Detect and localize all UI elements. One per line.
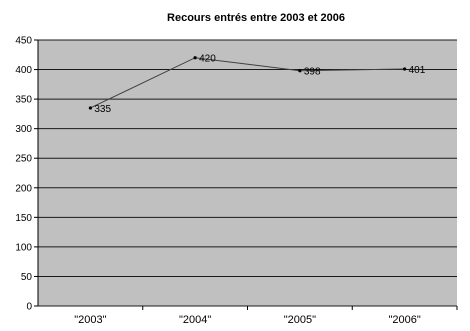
x-axis: "2003" "2004" "2005" "2006" — [74, 306, 458, 326]
series — [88, 56, 407, 110]
y-tick-label: 100 — [15, 242, 32, 253]
plot-area — [38, 40, 457, 306]
x-tick-label: "2006" — [388, 314, 420, 326]
x-tick-label: "2003" — [74, 314, 106, 326]
x-tick-label: "2004" — [179, 314, 211, 326]
y-tick-label: 0 — [26, 302, 32, 313]
gridlines — [38, 39, 457, 307]
data-point — [88, 106, 92, 110]
chart-title: Recours entrés entre 2003 et 2006 — [167, 12, 345, 24]
y-tick-label: 50 — [21, 272, 33, 283]
data-label: 335 — [94, 104, 111, 115]
y-tick-label: 300 — [15, 124, 32, 135]
data-labels: 335 420 398 401 — [94, 54, 425, 115]
data-point — [193, 56, 197, 60]
data-label: 401 — [409, 65, 426, 76]
series-line — [90, 57, 405, 109]
y-tick-label: 400 — [15, 65, 32, 76]
y-tick-label: 200 — [15, 183, 32, 194]
data-point — [298, 69, 302, 73]
data-label: 420 — [199, 54, 216, 65]
y-tick-label: 350 — [15, 95, 32, 106]
y-tick-label: 450 — [15, 36, 32, 47]
data-point — [403, 67, 407, 71]
y-tick-label: 150 — [15, 213, 32, 224]
y-tick-label: 250 — [15, 154, 32, 165]
data-label: 398 — [304, 67, 321, 78]
x-tick-label: "2005" — [284, 314, 316, 326]
y-axis: 0 50 100 150 200 250 300 350 400 450 — [15, 36, 39, 313]
